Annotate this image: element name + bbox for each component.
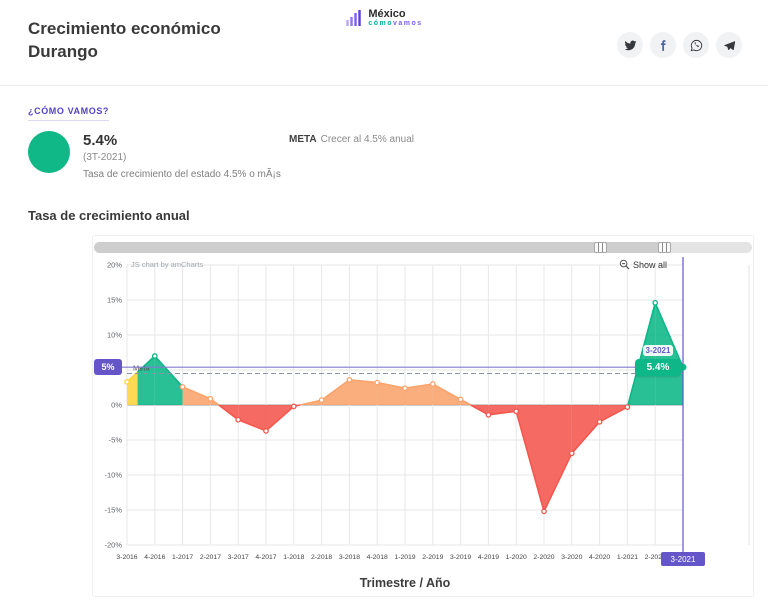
twitter-icon [624, 40, 636, 50]
tooltip-category: 3-2021 [642, 345, 674, 356]
growth-chart-card: -20% -15% -10% -5% 0% 5% 10% 15% 20% Meta 3-2016 4-… [92, 235, 754, 597]
svg-text:4-2017: 4-2017 [255, 554, 276, 561]
amcharts-credit-link[interactable]: JS chart by amCharts [131, 260, 204, 269]
show-all-label: Show all [632, 259, 667, 270]
page-title: Crecimiento económico Durango [28, 18, 221, 64]
facebook-icon [660, 39, 666, 51]
kpi-status-circle [28, 131, 70, 173]
page-header: México cómovamos Crecimiento económico D… [0, 0, 768, 86]
kpi-meta-text: Crecer al 4.5% anual [320, 134, 414, 145]
svg-text:Meta: Meta [133, 364, 151, 373]
kpi-meta: META Crecer al 4.5% anual [289, 134, 414, 145]
kpi-period: (3T-2021) [83, 152, 127, 163]
brand-name-bottom: cómovamos [368, 20, 423, 27]
area-series [126, 302, 684, 512]
svg-text:2-2020: 2-2020 [533, 554, 554, 561]
tooltip-value-badge: 5.4% [635, 359, 681, 376]
svg-text:3-2018: 3-2018 [339, 554, 360, 561]
svg-text:15%: 15% [107, 296, 122, 305]
chart-tooltip: 3-2021 5.4% [635, 340, 681, 376]
svg-text:3-2020: 3-2020 [561, 554, 582, 561]
svg-text:1-2017: 1-2017 [172, 554, 193, 561]
svg-text:4-2020: 4-2020 [589, 554, 610, 561]
zoom-out-icon [619, 259, 630, 270]
y-axis-labels: -20%-15%-10%-5%0%5%10%15%20% [104, 261, 122, 550]
social-share-bar [617, 32, 742, 58]
svg-text:1-2020: 1-2020 [506, 554, 527, 561]
x-axis-title: Trimestre / Año [359, 576, 451, 590]
svg-text:2-2019: 2-2019 [422, 554, 443, 561]
brand-name: México cómovamos [368, 8, 422, 27]
kpi-value: 5.4% [83, 132, 118, 149]
svg-text:3-2017: 3-2017 [228, 554, 249, 561]
svg-text:4-2016: 4-2016 [144, 554, 165, 561]
chart-scrollbar[interactable] [94, 242, 752, 253]
svg-text:-15%: -15% [104, 506, 122, 515]
meta-guide-line: Meta [127, 364, 683, 374]
svg-text:2-2017: 2-2017 [200, 554, 221, 561]
brand-logo[interactable]: México cómovamos [345, 8, 422, 27]
section-label-como-vamos: ¿CÓMO VAMOS? [28, 106, 110, 121]
svg-text:-5%: -5% [109, 436, 123, 445]
growth-chart[interactable]: -20% -15% -10% -5% 0% 5% 10% 15% 20% Meta 3-2016 4-… [93, 257, 753, 569]
svg-text:2-2018: 2-2018 [311, 554, 332, 561]
svg-text:10%: 10% [107, 331, 122, 340]
svg-text:-10%: -10% [104, 471, 122, 480]
kpi-description: Tasa de crecimiento del estado 4.5% o mÃ… [83, 169, 281, 180]
svg-text:1-2021: 1-2021 [617, 554, 638, 561]
share-facebook-button[interactable] [650, 32, 676, 58]
whatsapp-icon [690, 39, 702, 51]
scrollbar-grip-icon[interactable] [594, 242, 607, 253]
share-twitter-button[interactable] [617, 32, 643, 58]
page-title-line1: Crecimiento económico [28, 19, 221, 38]
svg-text:20%: 20% [107, 261, 122, 270]
kpi-texts: 5.4% (3T-2021) Tasa de crecimiento del e… [83, 131, 281, 180]
x-axis-labels: 3-2016 4-2016 1-2017 2-2017 3-2017 4-2017 1-20… [116, 554, 693, 561]
svg-text:-20%: -20% [104, 541, 122, 550]
share-telegram-button[interactable] [716, 32, 742, 58]
svg-text:0%: 0% [111, 401, 122, 410]
kpi-block: 5.4% (3T-2021) Tasa de crecimiento del e… [28, 131, 768, 180]
current-value-axis-badge: 5% [94, 359, 122, 375]
svg-text:3-2019: 3-2019 [450, 554, 471, 561]
data-points [124, 299, 687, 515]
svg-text:4-2019: 4-2019 [478, 554, 499, 561]
kpi-meta-label: META [289, 134, 317, 145]
telegram-icon [723, 40, 735, 50]
chart-section-title: Tasa de crecimiento anual [28, 208, 190, 223]
cursor-category-badge: 3-2021 [661, 552, 705, 566]
svg-text:3-2016: 3-2016 [116, 554, 137, 561]
scrollbar-grip-icon[interactable] [658, 242, 671, 253]
svg-text:1-2019: 1-2019 [394, 554, 415, 561]
logo-bars-icon [346, 9, 361, 26]
share-whatsapp-button[interactable] [683, 32, 709, 58]
svg-text:4-2018: 4-2018 [367, 554, 388, 561]
brand-name-top: México [368, 8, 406, 20]
svg-text:2-2021: 2-2021 [645, 554, 666, 561]
show-all-button[interactable]: Show all [619, 259, 667, 270]
page-title-line2: Durango [28, 41, 98, 61]
svg-text:1-2018: 1-2018 [283, 554, 304, 561]
